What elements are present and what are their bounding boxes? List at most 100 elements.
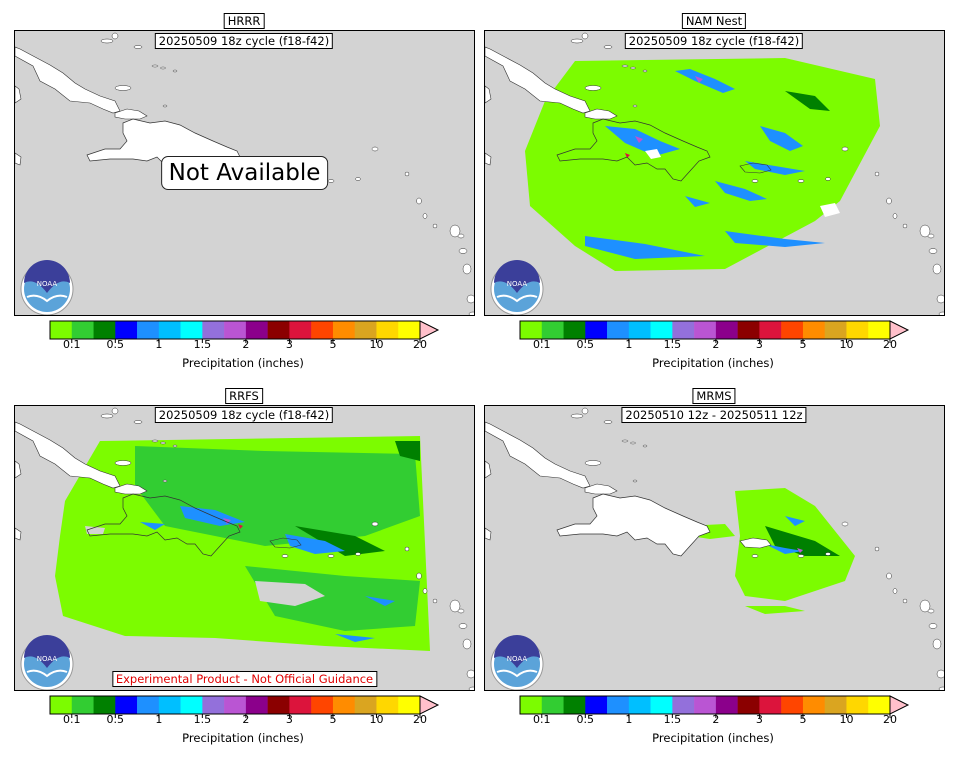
colorbar-swatch [563,696,586,714]
small-island [151,64,159,68]
hispaniola-coastline [86,493,241,557]
colorbar-tick-label: 10 [369,713,384,726]
coast-fragment [15,152,22,166]
colorbar-tick-label: 2 [712,713,720,726]
colorbar-swatch [650,321,673,339]
small-island [841,146,849,152]
small-island [162,479,168,483]
precip-cell [238,524,243,529]
colorbar-swatch [376,321,399,339]
small-island [327,554,335,558]
small-island [886,197,892,205]
precip-coverage [525,58,880,271]
colorbar-tick-label: 10 [839,713,854,726]
jamaica-coastline [114,108,148,120]
colorbar: 0.1 0.5 1 1.5 2 3 5 10 20 Precipitation (inches) [48,695,448,745]
colorbar-tick-label: 10 [839,338,854,351]
noaa-logo-text: NOAA [507,280,528,288]
colorbar-swatch [50,696,73,714]
colorbar-tick-label: 0.5 [106,338,125,351]
map-panel-mrms: NOAA [484,405,945,691]
colorbar-tick-label: 1 [625,338,633,351]
colorbar-tick-label: 3 [755,338,763,351]
coast-fragment [15,527,22,541]
colorbar-swatch [824,696,847,714]
cuba-coastline [15,46,121,114]
small-island [932,638,942,650]
small-island [886,572,892,580]
colorbar-scale [49,320,440,343]
noaa-logo-text: NOAA [507,655,528,663]
cuba-coastline [15,421,121,489]
colorbar-label: Precipitation (inches) [652,356,774,370]
colorbar-swatch [868,321,891,339]
small-island [151,439,159,443]
colorbar-swatch [332,696,356,714]
panel-title-rrfs: RRFS [225,388,263,404]
cuba-coastline [485,421,591,489]
small-island [570,413,584,419]
small-island [100,413,114,419]
small-island [928,623,938,629]
small-island [825,552,831,556]
experimental-disclaimer: Experimental Product - Not Official Guid… [111,671,378,687]
colorbar-swatch [71,321,94,339]
small-island [841,521,849,527]
precip-cell [285,534,345,554]
small-island [584,85,602,91]
small-island [642,444,648,448]
colorbar-tick-label: 0.1 [533,338,551,351]
colorbar-swatch [672,321,695,339]
small-island [432,223,438,229]
precip-cell [715,181,767,201]
small-island [751,554,759,558]
colorbar-label: Precipitation (inches) [182,356,304,370]
colorbar-swatch [93,321,116,339]
small-island [902,223,908,229]
small-island [932,263,942,275]
small-island [172,69,178,73]
small-island [111,32,119,40]
colorbar-swatch [267,696,290,714]
small-island [416,197,422,205]
small-island [797,179,805,183]
small-island [892,588,898,594]
colorbar-tick-label: 0.5 [106,713,125,726]
colorbar-swatch [585,321,608,339]
small-island [100,38,114,44]
small-island [160,441,166,445]
colorbar-swatch [846,696,869,714]
precip-cell [685,196,710,207]
colorbar-swatch [137,321,160,339]
small-island [457,233,465,239]
precip-cell [223,518,231,524]
precip-cell [585,236,705,259]
colorbar-swatch [781,696,804,714]
small-island [874,546,880,552]
colorbar-swatch [607,696,630,714]
precip-cell [295,526,385,556]
small-island [449,599,461,613]
precip-cell [85,526,105,534]
jamaica-coastline [584,108,618,120]
colorbar-swatch [115,321,138,339]
small-island [825,177,831,181]
coast-fragment [485,460,492,479]
colorbar-swatch [289,696,312,714]
puerto-rico-coastline [269,537,302,549]
small-island [621,64,629,68]
precip-cell [605,126,680,156]
basemap: NOAA [485,407,944,690]
coast-fragment [485,85,492,104]
precip-cell [140,522,165,530]
precip-cell [245,566,420,631]
colorbar-swatch [180,696,203,714]
colorbar-tick-label: 3 [285,338,293,351]
small-island [632,104,638,108]
coast-fragment [485,527,492,541]
precip-cell [645,149,661,159]
noaa-logo-text: NOAA [37,655,58,663]
colorbar-swatch [868,696,891,714]
colorbar-tick-label: 3 [285,713,293,726]
colorbar-scale [49,695,440,718]
